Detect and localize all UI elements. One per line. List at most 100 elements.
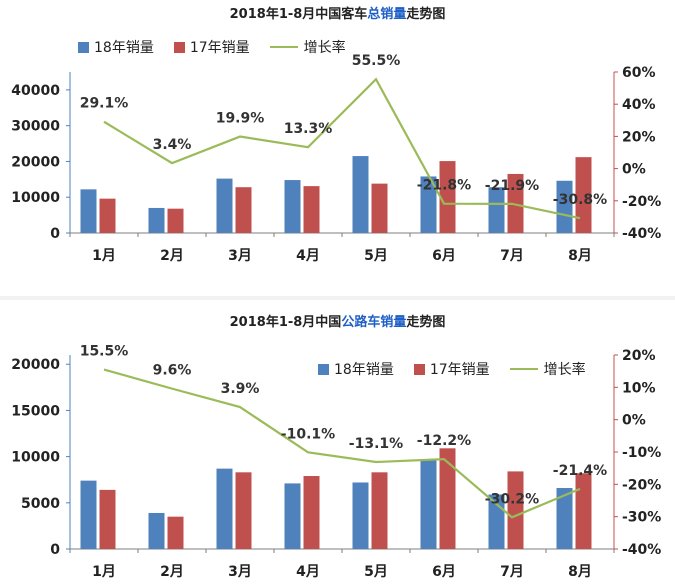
growth-data-label: -12.2% <box>417 433 471 449</box>
legend-item-growth: 增长率 <box>269 37 346 57</box>
growth-line <box>103 77 581 220</box>
growth-data-label: 55.5% <box>352 53 401 69</box>
bar-18 <box>556 488 573 549</box>
bar-17 <box>439 448 456 549</box>
bar-17 <box>303 186 320 233</box>
chart-legend: 18年销量 17年销量 增长率 <box>78 37 366 57</box>
bar-18 <box>420 460 437 549</box>
bar-17 <box>371 183 388 233</box>
x-tick-label: 2月 <box>160 564 184 580</box>
bar-17 <box>439 161 456 233</box>
growth-data-label: 19.9% <box>216 111 265 127</box>
x-tick-label: 7月 <box>500 248 524 264</box>
legend-label: 18年销量 <box>334 362 394 378</box>
y2-tick-label: 20% <box>622 129 656 145</box>
title-part: 2018年1-8月中国 <box>229 315 342 330</box>
y2-tick-label: -40% <box>622 226 661 242</box>
legend-item-17: 17年销量 <box>173 37 250 57</box>
legend-item-growth: 增长率 <box>509 359 586 379</box>
bar-17 <box>99 489 116 549</box>
growth-line <box>103 368 581 519</box>
y2-tick-label: 60% <box>622 65 656 81</box>
x-tick-label: 8月 <box>568 248 592 264</box>
y-tick-label: 0 <box>50 542 60 558</box>
title-highlight: 总销量 <box>367 7 407 22</box>
x-tick-label: 5月 <box>364 248 388 264</box>
legend-swatch <box>173 41 185 53</box>
bar-17 <box>99 198 116 233</box>
bar-18 <box>284 483 301 549</box>
bar-18 <box>216 468 233 549</box>
chart-title: 2018年1-8月中国公路车销量走势图 <box>0 311 675 330</box>
y2-tick-label: -10% <box>622 445 661 461</box>
y2-tick-label: -20% <box>622 194 661 210</box>
growth-data-label: 3.4% <box>153 137 192 153</box>
y2-tick-label: 20% <box>622 348 656 364</box>
legend-swatch <box>318 363 329 375</box>
bar-18 <box>556 180 573 233</box>
title-part: 走势图 <box>406 7 446 22</box>
legend-line-swatch <box>509 368 538 370</box>
x-tick-label: 4月 <box>296 248 320 264</box>
growth-data-label: 13.3% <box>284 121 333 137</box>
x-tick-label: 6月 <box>432 564 456 580</box>
bar-17 <box>167 208 184 233</box>
legend-label: 18年销量 <box>94 40 154 56</box>
x-tick-label: 4月 <box>296 564 320 580</box>
bar-18 <box>216 178 233 233</box>
bar-17 <box>371 472 388 549</box>
x-tick-label: 5月 <box>364 564 388 580</box>
chart-panel-highway-sales: 2018年1-8月中国公路车销量走势图 18年销量 17年销量 增长率 0 500… <box>0 308 675 587</box>
legend-item-18: 18年销量 <box>318 359 394 379</box>
growth-data-label: -30.2% <box>485 491 539 507</box>
y-tick-label: 10000 <box>11 450 60 466</box>
growth-data-label: -21.9% <box>485 178 539 194</box>
growth-data-label: -30.8% <box>553 192 607 208</box>
legend-label: 增长率 <box>303 40 346 56</box>
bar-17 <box>575 473 592 549</box>
y-tick-label: 15000 <box>11 403 60 419</box>
legend-swatch <box>413 363 425 375</box>
growth-data-label: 29.1% <box>80 96 129 112</box>
title-part: 2018年1-8月中国客车 <box>229 7 368 22</box>
y-tick-label: 20000 <box>11 154 60 170</box>
legend-item-18: 18年销量 <box>78 37 154 57</box>
bar-17 <box>303 476 320 549</box>
bar-17 <box>575 157 592 233</box>
x-tick-label: 7月 <box>500 564 524 580</box>
legend-label: 增长率 <box>543 362 586 378</box>
title-highlight: 公路车销量 <box>341 315 407 330</box>
y2-tick-label: 0% <box>622 413 646 429</box>
bar-18 <box>352 156 369 233</box>
x-tick-label: 2月 <box>160 248 184 264</box>
x-tick-label: 1月 <box>92 248 116 264</box>
chart-plot: 0 5000 10000 15000 20000 -40% -30% -20% -10% 0% 10… <box>11 344 661 580</box>
growth-data-label: -10.1% <box>281 426 335 442</box>
bar-18 <box>80 189 97 233</box>
y2-tick-label: -40% <box>622 542 661 558</box>
title-part: 走势图 <box>406 315 446 330</box>
y2-tick-label: -20% <box>622 477 661 493</box>
bar-17 <box>167 516 184 549</box>
y-tick-label: 5000 <box>21 496 60 512</box>
growth-data-label: 9.6% <box>153 363 192 379</box>
divider <box>0 296 675 300</box>
bar-17 <box>507 471 524 549</box>
bar-18 <box>80 480 97 549</box>
growth-data-label: 3.9% <box>221 381 260 397</box>
y-tick-label: 30000 <box>11 119 60 135</box>
y-tick-label: 40000 <box>11 83 60 99</box>
y2-tick-label: -30% <box>622 510 661 526</box>
x-tick-label: 3月 <box>228 248 252 264</box>
legend-swatch <box>78 41 89 53</box>
legend-label: 17年销量 <box>429 362 490 378</box>
y2-tick-label: 40% <box>622 97 656 113</box>
y-tick-label: 0 <box>50 226 60 242</box>
growth-data-label: 15.5% <box>80 344 129 360</box>
bar-18 <box>284 180 301 233</box>
chart-title: 2018年1-8月中国客车总销量走势图 <box>0 3 675 22</box>
chart-legend: 18年销量 17年销量 增长率 <box>318 359 606 379</box>
legend-item-17: 17年销量 <box>413 359 490 379</box>
chart-panel-total-sales: 2018年1-8月中国客车总销量走势图 18年销量 17年销量 增长率 0 100… <box>0 0 675 290</box>
x-tick-label: 3月 <box>228 564 252 580</box>
